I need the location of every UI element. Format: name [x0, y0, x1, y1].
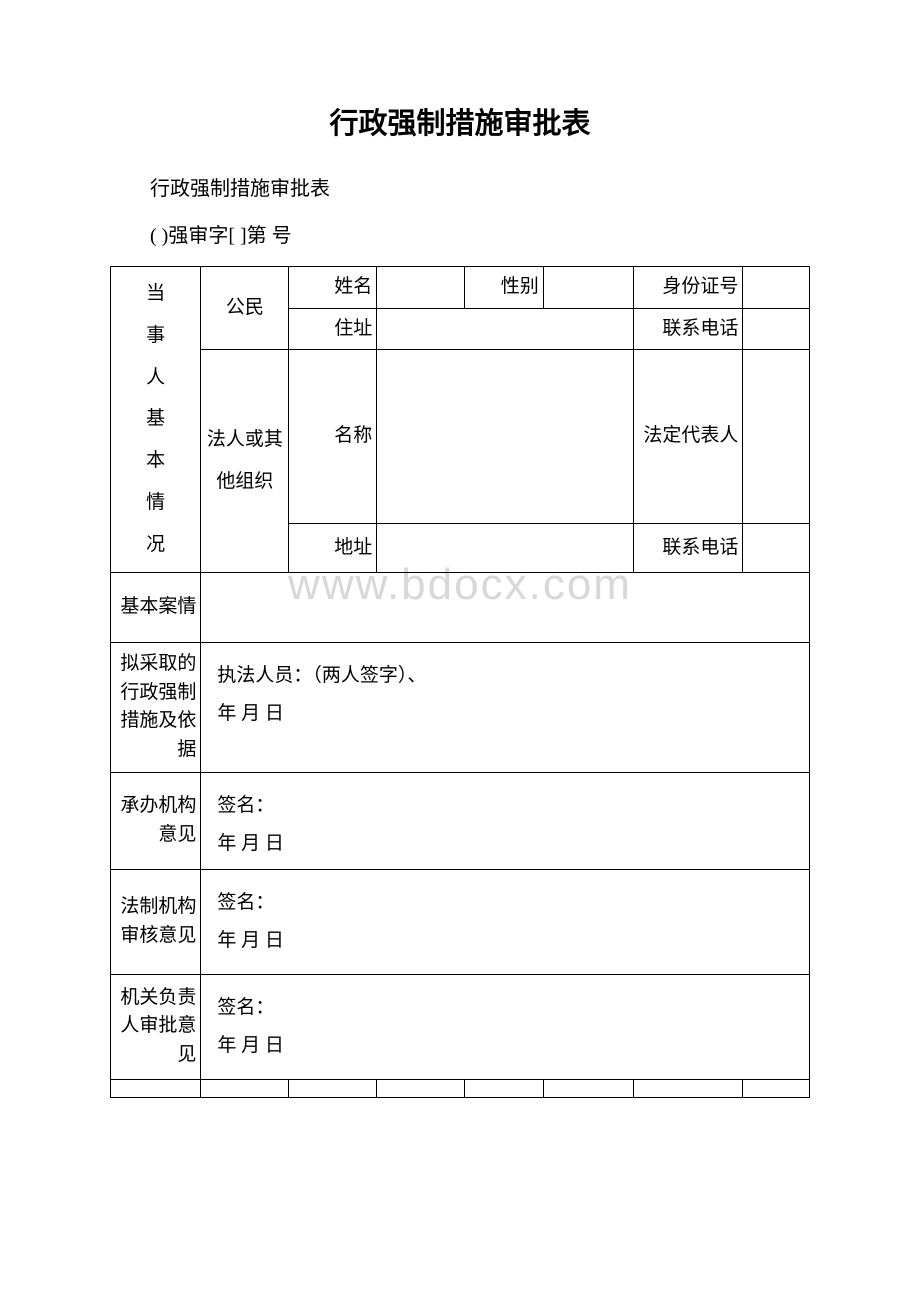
label-id-number: 身份证号 [634, 267, 743, 309]
label-case-basic: 基本案情 [111, 572, 201, 642]
empty-cell-1 [111, 1079, 201, 1097]
label-org-address: 地址 [289, 524, 377, 572]
empty-cell-4 [377, 1079, 465, 1097]
label-citizen: 公民 [201, 267, 289, 350]
value-org-address [377, 524, 634, 572]
label-measures: 拟采取的行政强制措施及依据 [111, 642, 201, 772]
empty-cell-3 [289, 1079, 377, 1097]
value-gender [543, 267, 633, 309]
label-name: 姓名 [289, 267, 377, 309]
value-legal-rep [743, 350, 810, 524]
content-handling-opinion: 签名： 年 月 日 [201, 772, 810, 869]
value-contact1 [743, 308, 810, 350]
value-org-name [377, 350, 634, 524]
empty-cell-5 [465, 1079, 543, 1097]
content-leader-approval: 签名： 年 月 日 [201, 974, 810, 1079]
reference-number: ( )强审字[ ]第 号 [150, 219, 810, 248]
content-legal-review: 签名： 年 月 日 [201, 869, 810, 974]
value-id-number [743, 267, 810, 309]
value-name [377, 267, 465, 309]
label-address: 住址 [289, 308, 377, 350]
empty-cell-6 [543, 1079, 633, 1097]
empty-cell-7 [634, 1079, 743, 1097]
empty-cell-8 [743, 1079, 810, 1097]
label-org-name: 名称 [289, 350, 377, 524]
label-leader-approval: 机关负责人审批意见 [111, 974, 201, 1079]
page-title: 行政强制措施审批表 [110, 100, 810, 142]
label-legal-rep: 法定代表人 [634, 350, 743, 524]
page-subtitle: 行政强制措施审批表 [150, 172, 810, 201]
empty-cell-2 [201, 1079, 289, 1097]
value-case-basic [201, 572, 810, 642]
approval-table: 当 事 人 基 本 情 况 公民 姓名 性别 身份证号 住址 联系电话 法人或其… [110, 266, 810, 1098]
label-contact2: 联系电话 [634, 524, 743, 572]
value-contact2 [743, 524, 810, 572]
label-gender: 性别 [465, 267, 543, 309]
value-address [377, 308, 634, 350]
label-legal-entity: 法人或其他组织 [201, 350, 289, 573]
content-measures: 执法人员：（两人签字）、 年 月 日 [201, 642, 810, 772]
label-party-basic: 当 事 人 基 本 情 况 [111, 267, 201, 573]
label-contact1: 联系电话 [634, 308, 743, 350]
label-legal-review: 法制机构审核意见 [111, 869, 201, 974]
label-handling-opinion: 承办机构意见 [111, 772, 201, 869]
